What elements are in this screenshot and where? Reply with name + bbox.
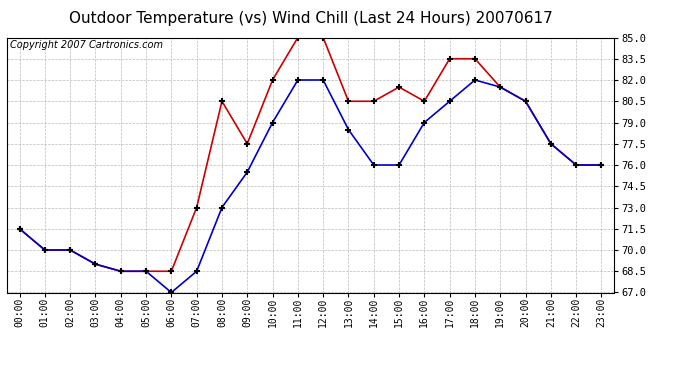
Text: Outdoor Temperature (vs) Wind Chill (Last 24 Hours) 20070617: Outdoor Temperature (vs) Wind Chill (Las…	[68, 11, 553, 26]
Text: Copyright 2007 Cartronics.com: Copyright 2007 Cartronics.com	[10, 40, 163, 50]
